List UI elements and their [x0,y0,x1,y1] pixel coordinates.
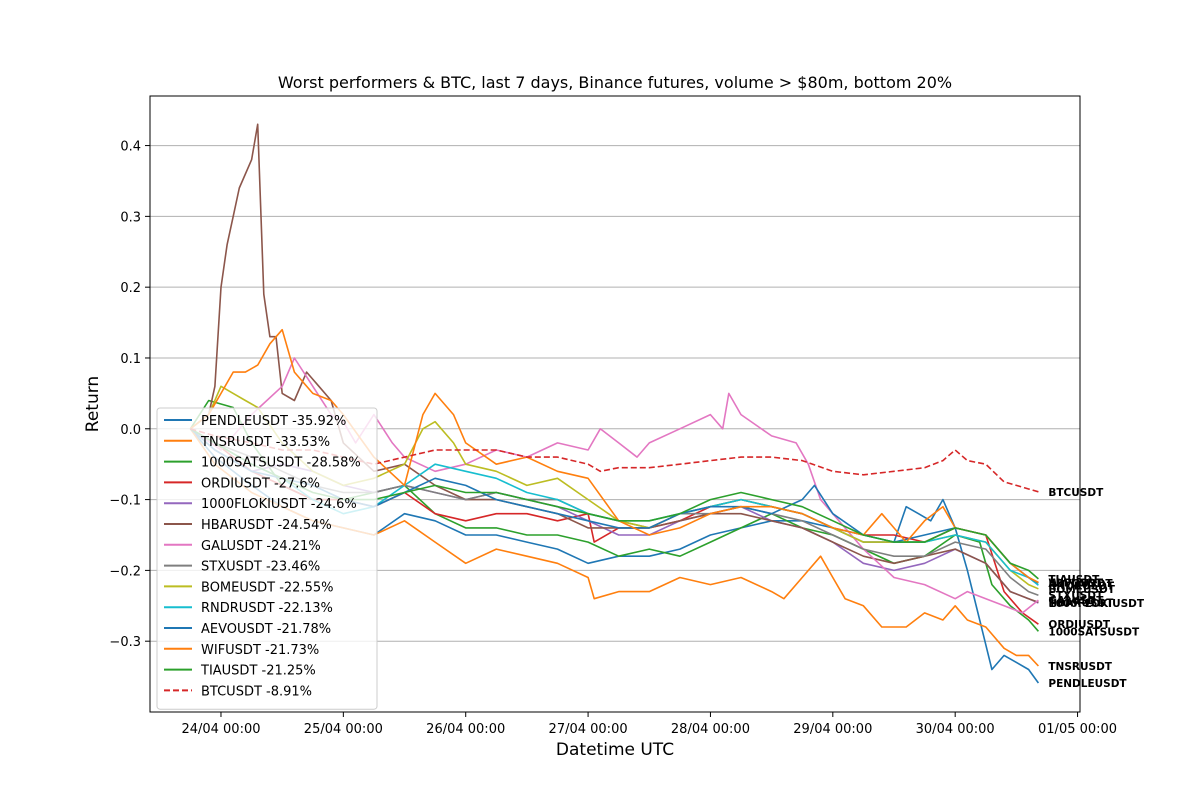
y-tick-label: 0.1 [120,352,141,367]
x-tick-label: 30/04 00:00 [916,722,995,737]
x-tick-label: 25/04 00:00 [304,722,383,737]
x-tick-label: 27/04 00:00 [549,722,628,737]
end-label-tiausdt: TIAUSDT [1048,574,1100,586]
x-tick-label: 26/04 00:00 [426,722,505,737]
legend-entry-hbarusdt: HBARUSDT -24.54% [201,518,332,533]
end-label-1000satsusdt: 1000SATSUSDT [1048,626,1140,638]
legend-entry-stxusdt: STXUSDT -23.46% [201,560,320,575]
legend-entry-pendleusdt: PENDLEUSDT -35.92% [201,414,346,429]
y-tick-label: 0.2 [120,281,141,296]
y-tick-label: −0.3 [109,635,141,650]
legend-entry-1000flokiusdt: 1000FLOKIUSDT -24.6% [201,497,357,512]
x-tick-label: 01/05 00:00 [1038,722,1117,737]
legend: PENDLEUSDT -35.92% TNSRUSDT -33.53% 1000SA… [156,407,378,710]
y-tick-label: 0.3 [120,210,141,225]
end-label-pendleusdt: PENDLEUSDT [1048,678,1127,690]
legend-entry-1000satsusdt: 1000SATSUSDT -28.58% [201,456,361,471]
legend-entry-wifusdt: WIFUSDT -21.73% [201,643,319,658]
x-axis-label: Datetime UTC [556,740,674,760]
legend-entry-bomeusdt: BOMEUSDT -22.55% [201,580,333,595]
legend-entry-galusdt: GALUSDT -24.21% [201,539,321,554]
y-axis-label: Return [83,376,103,432]
legend-entry-aevousdt: AEVOUSDT -21.78% [201,622,331,637]
end-label-tnsrusdt: TNSRUSDT [1048,661,1112,673]
series-line-tnsrusdt [189,428,1039,667]
x-tick-label: 24/04 00:00 [181,722,260,737]
x-axis: 24/04 00:00 25/04 00:00 26/04 00:00 27/04 0… [181,712,1117,737]
x-tick-label: 29/04 00:00 [793,722,872,737]
series-line-hbarusdt [189,123,1039,604]
end-label-aevousdt: AEVOUSDT [1048,578,1113,590]
end-label-rndrusdt: RNDRUSDT [1048,580,1114,592]
legend-entry-tiausdt: TIAUSDT -21.25% [200,664,316,679]
legend-entry-rndrusdt: RNDRUSDT -22.13% [201,601,333,616]
legend-entry-tnsrusdt: TNSRUSDT -33.53% [200,435,330,450]
end-label-bomeusdt: BOMEUSDT [1048,584,1115,596]
end-label-wifusdt: WIFUSDT [1048,577,1103,589]
end-label-ordiusdt: ORDIUSDT [1048,619,1110,631]
end-label-1000flokiusdt: 1000FLOKIUSDT [1048,598,1144,610]
end-label-hbarusdt: HBARUSDT [1048,597,1114,609]
legend-box [156,407,378,710]
y-tick-label: 0.4 [120,140,141,155]
chart-title: Worst performers & BTC, last 7 days, Bin… [278,73,952,92]
y-tick-label: −0.1 [109,494,141,509]
end-label-stxusdt: STXUSDT [1048,590,1104,602]
y-tick-label: −0.2 [109,564,141,579]
series-line-wifusdt [189,328,1039,584]
y-axis: 0.4 0.3 0.2 0.1 0.0 −0.1 −0.2 −0.3 [109,140,150,650]
legend-entry-ordiusdt: ORDIUSDT -27.6% [201,476,320,491]
end-label-galusdt: GALUSDT [1048,595,1104,607]
legend-entry-btcusdt: BTCUSDT -8.91% [201,684,312,699]
plot-area-frame [149,95,1081,713]
y-tick-label: 0.0 [120,423,141,438]
x-tick-label: 28/04 00:00 [671,722,750,737]
end-label-btcusdt: BTCUSDT [1048,487,1104,499]
